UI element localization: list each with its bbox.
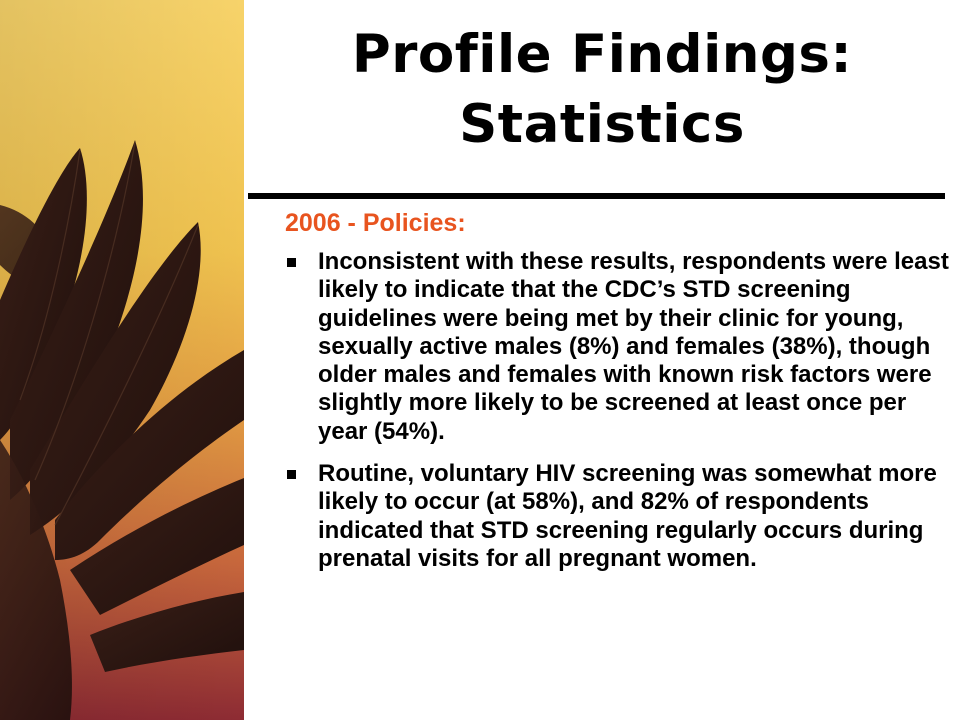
section-subheading: 2006 - Policies: (285, 209, 466, 237)
page-title: Profile Findings: Statistics (262, 20, 942, 160)
square-bullet-icon (287, 258, 296, 267)
title-divider (248, 193, 945, 199)
title-line-1: Profile Findings: (351, 24, 853, 85)
square-bullet-icon (287, 470, 296, 480)
bullet-list: Inconsistent with these results, respond… (285, 248, 950, 587)
bullet-text: Inconsistent with these results, respond… (318, 248, 949, 445)
bullet-text: Routine, voluntary HIV screening was som… (318, 460, 937, 572)
list-item: Inconsistent with these results, respond… (285, 248, 950, 446)
feather-wing-art (0, 0, 244, 720)
title-line-2: Statistics (459, 94, 745, 155)
list-item: Routine, voluntary HIV screening was som… (285, 460, 950, 573)
